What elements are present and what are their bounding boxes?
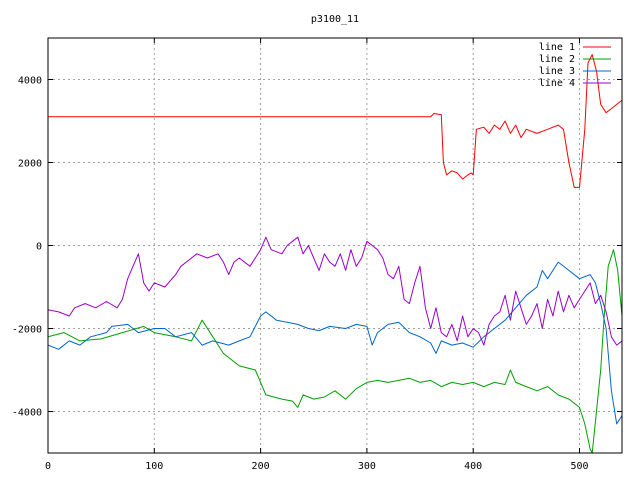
x-tick-label: 500 (570, 461, 588, 472)
series-line-4 (48, 236, 622, 346)
series-lines (48, 54, 622, 453)
y-tick-label: 2000 (18, 159, 42, 170)
series-line-3 (48, 261, 622, 425)
legend-label: line 2 (539, 54, 575, 65)
x-tick-label: 200 (252, 461, 270, 472)
y-tick-label: 4000 (18, 76, 42, 87)
y-tick-label: -2000 (12, 325, 42, 336)
y-tick-label: -4000 (12, 408, 42, 419)
y-tick-label: 0 (36, 242, 42, 253)
series-line-2 (48, 249, 622, 453)
legend-label: line 3 (539, 66, 575, 77)
x-tick-label: 300 (358, 461, 376, 472)
grid-lines (48, 38, 622, 453)
legend-label: line 1 (539, 42, 575, 53)
x-tick-label: 400 (464, 461, 482, 472)
series-line-1 (48, 54, 622, 188)
axes: 0 100 200 300 400 500 -4000 -2000 0 2000 4000 (12, 38, 622, 472)
x-tick-label: 0 (45, 461, 51, 472)
x-tick-label: 100 (145, 461, 163, 472)
chart-title: p3100_11 (311, 14, 359, 25)
legend-label: line 4 (539, 78, 575, 89)
